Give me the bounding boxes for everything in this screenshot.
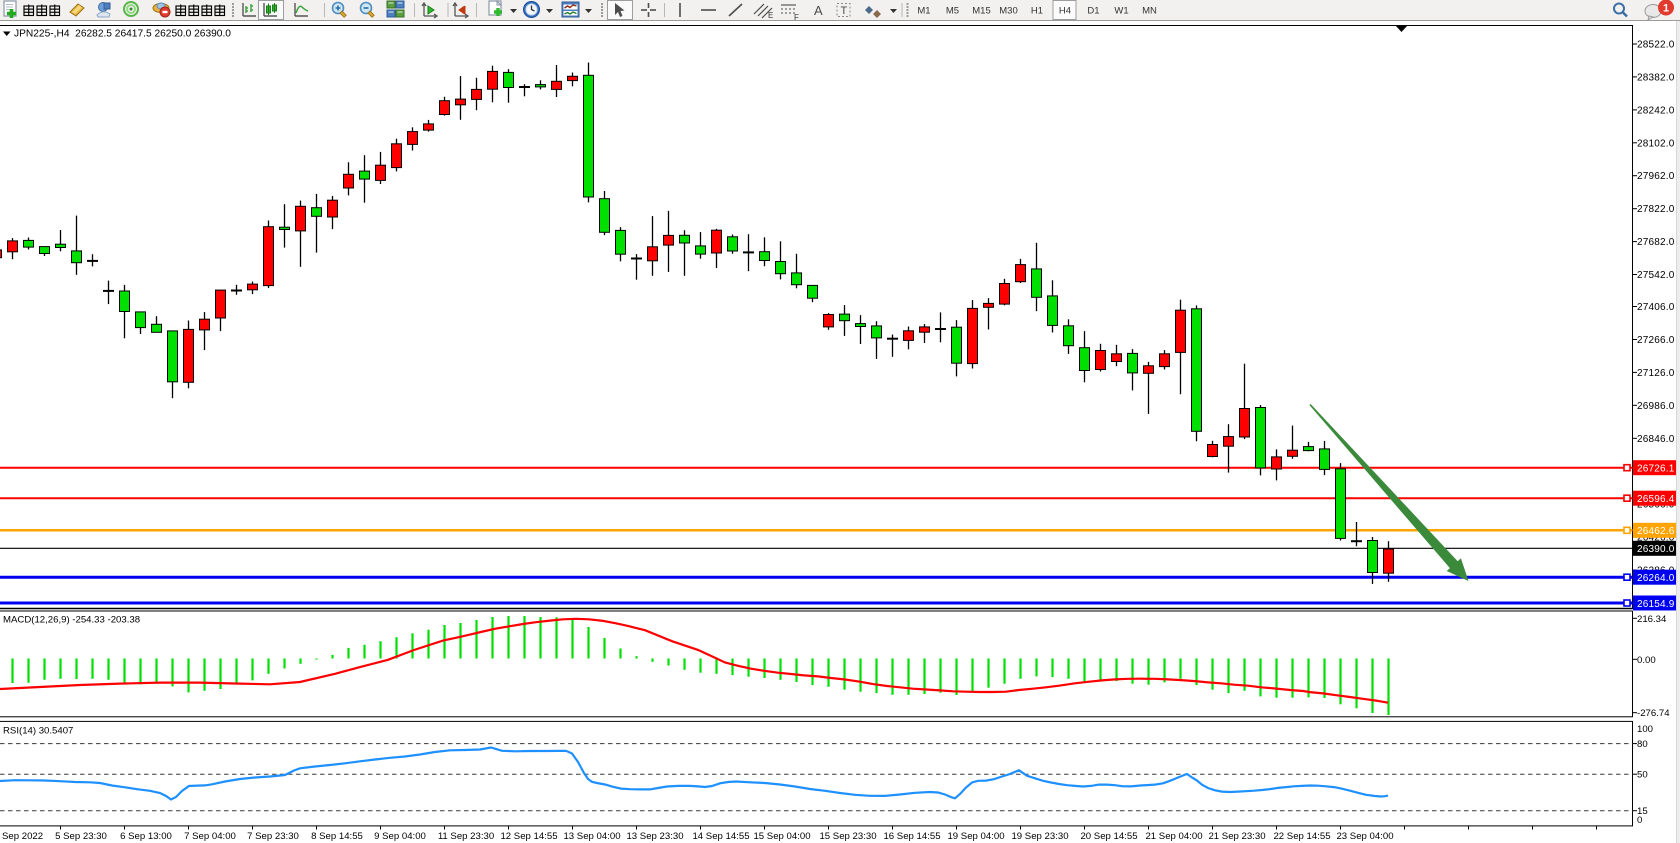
svg-text:D1: D1 <box>1087 6 1099 17</box>
svg-text:28382.0: 28382.0 <box>1637 72 1675 83</box>
svg-text:M1: M1 <box>917 6 930 17</box>
svg-text:28522.0: 28522.0 <box>1637 40 1675 51</box>
svg-text:26154.9: 26154.9 <box>1637 599 1675 610</box>
svg-text:27266.0: 27266.0 <box>1637 335 1675 346</box>
svg-text:20 Sep 14:55: 20 Sep 14:55 <box>1080 831 1137 842</box>
svg-text:MACD(12,26,9) -254.33 -203.38: MACD(12,26,9) -254.33 -203.38 <box>3 615 140 626</box>
svg-text:0: 0 <box>1637 815 1642 826</box>
svg-text:M30: M30 <box>999 6 1017 17</box>
svg-text:13 Sep 04:00: 13 Sep 04:00 <box>563 831 620 842</box>
svg-text:28102.0: 28102.0 <box>1637 138 1675 149</box>
svg-text:216.34: 216.34 <box>1637 614 1667 625</box>
svg-text:27962.0: 27962.0 <box>1637 171 1675 182</box>
svg-text:7 Sep 23:30: 7 Sep 23:30 <box>247 831 299 842</box>
svg-text:-276.74: -276.74 <box>1637 708 1670 719</box>
svg-text:W1: W1 <box>1114 6 1128 17</box>
svg-text:22 Sep 14:55: 22 Sep 14:55 <box>1273 831 1330 842</box>
svg-text:26986.0: 26986.0 <box>1637 401 1675 412</box>
svg-text:H4: H4 <box>1059 6 1071 17</box>
svg-text:16 Sep 14:55: 16 Sep 14:55 <box>883 831 940 842</box>
svg-text:M15: M15 <box>972 6 990 17</box>
svg-text:8 Sep 14:55: 8 Sep 14:55 <box>311 831 363 842</box>
svg-text:9 Sep 04:00: 9 Sep 04:00 <box>374 831 426 842</box>
svg-text:21 Sep 04:00: 21 Sep 04:00 <box>1145 831 1202 842</box>
svg-text:26846.0: 26846.0 <box>1637 434 1675 445</box>
svg-text:T: T <box>841 5 848 17</box>
svg-text:100: 100 <box>1637 724 1653 735</box>
svg-text:23 Sep 04:00: 23 Sep 04:00 <box>1336 831 1393 842</box>
svg-text:H1: H1 <box>1031 6 1043 17</box>
svg-text:50: 50 <box>1637 770 1648 781</box>
svg-text:27822.0: 27822.0 <box>1637 204 1675 215</box>
svg-text:Sep 2022: Sep 2022 <box>2 831 43 842</box>
svg-text:26596.4: 26596.4 <box>1637 494 1675 505</box>
svg-text:26390.0: 26390.0 <box>1637 544 1675 555</box>
svg-text:21 Sep 23:30: 21 Sep 23:30 <box>1208 831 1265 842</box>
svg-text:27542.0: 27542.0 <box>1637 270 1675 281</box>
svg-text:F: F <box>794 13 799 22</box>
svg-text:13 Sep 23:30: 13 Sep 23:30 <box>626 831 683 842</box>
svg-text:27406.0: 27406.0 <box>1637 302 1675 313</box>
svg-text:26426.0: 26426.0 <box>1637 533 1675 544</box>
svg-text:27682.0: 27682.0 <box>1637 237 1675 248</box>
svg-text:26264.0: 26264.0 <box>1637 573 1675 584</box>
svg-text:M5: M5 <box>946 6 959 17</box>
svg-text:6 Sep 13:00: 6 Sep 13:00 <box>120 831 172 842</box>
svg-text:JPN225-,H4 26282.5 26417.5 26: JPN225-,H4 26282.5 26417.5 26250.0 26390… <box>14 29 231 40</box>
svg-text:15 Sep 04:00: 15 Sep 04:00 <box>753 831 810 842</box>
svg-text:E: E <box>768 11 773 20</box>
svg-text:5 Sep 23:30: 5 Sep 23:30 <box>55 831 107 842</box>
svg-text:26462.6: 26462.6 <box>1637 526 1675 537</box>
svg-text:19 Sep 23:30: 19 Sep 23:30 <box>1011 831 1068 842</box>
svg-text:7 Sep 04:00: 7 Sep 04:00 <box>184 831 236 842</box>
svg-text:26726.1: 26726.1 <box>1637 464 1675 475</box>
svg-text:80: 80 <box>1637 739 1648 750</box>
svg-text:14 Sep 14:55: 14 Sep 14:55 <box>692 831 749 842</box>
svg-text:MN: MN <box>1142 6 1157 17</box>
svg-text:RSI(14) 30.5407: RSI(14) 30.5407 <box>3 726 73 737</box>
svg-text:15 Sep 23:30: 15 Sep 23:30 <box>819 831 876 842</box>
svg-text:A: A <box>814 3 823 18</box>
svg-text:27126.0: 27126.0 <box>1637 368 1675 379</box>
svg-text:12 Sep 14:55: 12 Sep 14:55 <box>500 831 557 842</box>
svg-text:19 Sep 04:00: 19 Sep 04:00 <box>947 831 1004 842</box>
svg-text:15: 15 <box>1637 806 1648 817</box>
svg-text:1: 1 <box>1663 3 1669 15</box>
svg-text:11 Sep 23:30: 11 Sep 23:30 <box>438 831 494 842</box>
svg-text:0.00: 0.00 <box>1637 655 1656 666</box>
svg-text:28242.0: 28242.0 <box>1637 105 1675 116</box>
